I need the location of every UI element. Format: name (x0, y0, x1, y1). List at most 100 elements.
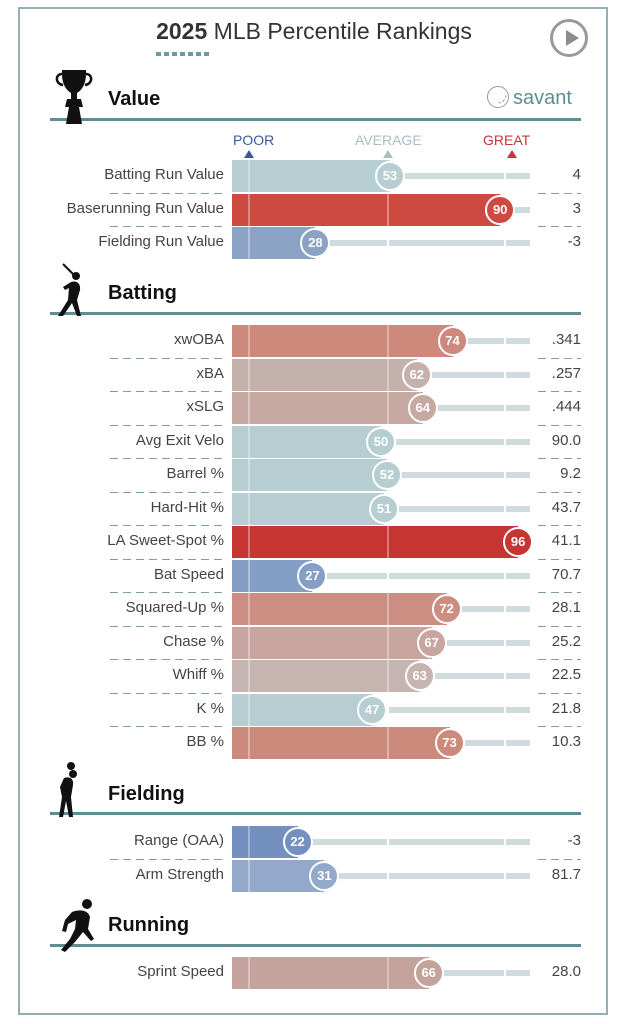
percentile-bar (232, 957, 429, 989)
metric-row: xBA 62 .257 (0, 357, 628, 391)
percentile-badge: 90 (485, 194, 516, 225)
metric-label: Avg Exit Velo (135, 431, 224, 449)
row-divider (110, 592, 225, 593)
percentile-track: 73 (232, 727, 530, 759)
percentile-badge: 52 (371, 460, 402, 490)
great-marker-icon (507, 150, 517, 158)
percentile-badge: 27 (297, 560, 328, 591)
row-divider (538, 192, 581, 194)
reference-line (248, 160, 250, 192)
row-divider (538, 558, 581, 560)
metric-label: BB % (186, 733, 224, 750)
savant-link[interactable]: savant (487, 86, 572, 110)
percentile-bar (232, 693, 373, 726)
metric-value: 41.1 (551, 532, 581, 549)
baseball-icon (487, 86, 509, 108)
percentile-bar (232, 660, 420, 692)
percentile-bar (232, 859, 325, 892)
percentile-bar (232, 459, 387, 491)
section-rule (50, 312, 581, 315)
reference-line (387, 727, 389, 759)
row-divider (538, 726, 581, 727)
percentile-badge: 31 (309, 860, 340, 891)
metric-row: Whiff % 63 22.5 (0, 659, 628, 692)
metric-value: 21.8 (551, 699, 581, 717)
average-marker-icon (383, 150, 393, 158)
percentile-track: 22 (232, 826, 530, 858)
play-button[interactable] (550, 19, 588, 57)
savant-label: savant (513, 87, 572, 109)
legend-great: GREAT (483, 132, 531, 148)
reference-line (248, 693, 250, 726)
title-underline (156, 52, 210, 56)
reference-line (387, 626, 389, 659)
metric-value: 81.7 (551, 865, 581, 883)
row-divider (110, 858, 225, 860)
percentile-badge: 67 (416, 627, 447, 658)
metric-value: 9.2 (560, 465, 581, 482)
percentile-badge: 22 (282, 827, 313, 857)
metric-row: K % 47 21.8 (0, 692, 628, 726)
reference-line (387, 957, 389, 989)
metric-value: 25.2 (551, 632, 581, 650)
trophy-icon (54, 68, 94, 131)
row-divider (538, 692, 581, 694)
reference-line (248, 859, 250, 892)
metric-label: K % (196, 699, 224, 717)
percentile-bar (232, 160, 390, 192)
metric-value: .257 (551, 364, 581, 382)
reference-line (387, 325, 389, 357)
percentile-track: 53 (232, 160, 530, 192)
row-divider (110, 226, 225, 227)
track-line (232, 872, 530, 879)
row-divider (538, 592, 581, 593)
row-divider (538, 391, 581, 392)
percentile-track: 96 (232, 526, 534, 558)
section-rule (50, 812, 581, 815)
title-year: 2025 (156, 18, 208, 44)
runner-icon (54, 898, 104, 961)
reference-line (248, 425, 250, 458)
reference-line (387, 358, 389, 391)
metric-row: Squared-Up % 72 28.1 (0, 592, 628, 625)
metric-value: .444 (551, 398, 581, 415)
section-title-value: Value (108, 88, 161, 110)
metric-label: Bat Speed (153, 565, 224, 583)
metric-row: Bat Speed 27 70.7 (0, 558, 628, 592)
metric-label: Hard-Hit % (150, 498, 224, 516)
percentile-track: 52 (232, 459, 530, 491)
percentile-bar (232, 358, 417, 391)
track-line (232, 572, 530, 579)
row-divider (110, 192, 225, 194)
row-divider (538, 625, 581, 627)
page-title: 2025 MLB Percentile Rankings (0, 18, 628, 45)
title-text: MLB Percentile Rankings (207, 18, 472, 44)
metric-row: Sprint Speed 66 28.0 (0, 957, 628, 989)
percentile-badge: 28 (300, 228, 331, 258)
percentile-bar (232, 626, 432, 659)
reference-line (248, 826, 250, 858)
percentile-badge: 53 (374, 161, 405, 191)
reference-line (248, 358, 250, 391)
percentile-track: 66 (232, 957, 530, 989)
percentile-bar (232, 593, 447, 625)
metric-row: Baserunning Run Value 90 3 (0, 192, 628, 226)
percentile-track: 27 (232, 559, 530, 592)
metric-value: -3 (567, 233, 581, 250)
track-line (232, 240, 530, 246)
reference-line (387, 193, 389, 226)
legend-average: AVERAGE (355, 132, 422, 148)
reference-line (387, 526, 389, 558)
section-title-fielding: Fielding (108, 783, 185, 805)
percentile-badge: 74 (437, 326, 468, 356)
reference-line (248, 727, 250, 759)
metric-value: 43.7 (551, 498, 581, 516)
section-rule (50, 944, 581, 947)
percentile-badge: 72 (431, 594, 462, 624)
percentile-badge: 51 (368, 493, 399, 524)
metric-label: Batting Run Value (104, 166, 224, 183)
row-divider (110, 525, 225, 526)
reference-line (248, 492, 250, 525)
metric-row: Range (OAA) 22 -3 (0, 826, 628, 858)
metric-label: Whiff % (172, 666, 224, 683)
